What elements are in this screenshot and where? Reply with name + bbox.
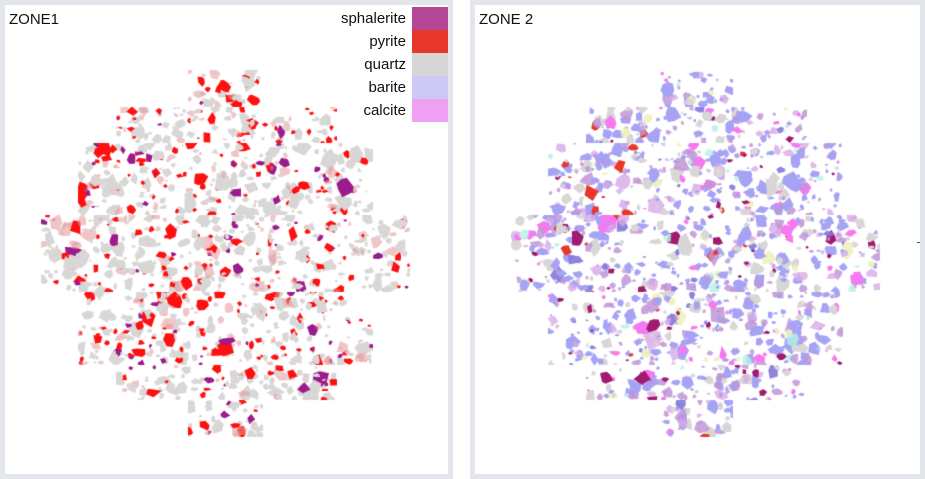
resize-handle-mark — [917, 242, 920, 243]
legend-item-quartz[interactable]: quartz — [341, 53, 448, 76]
legend-label: pyrite — [369, 33, 406, 50]
zone2-particle-map[interactable] — [475, 5, 920, 474]
legend-item-barite[interactable]: barite — [341, 76, 448, 99]
legend-item-sphalerite[interactable]: sphalerite — [341, 7, 448, 30]
zone1-particle-map[interactable] — [5, 5, 448, 474]
sphalerite-swatch — [412, 7, 448, 30]
calcite-swatch — [412, 99, 448, 122]
barite-swatch — [412, 76, 448, 99]
legend-label: barite — [368, 79, 406, 96]
zone1-panel: ZONE1 sphalerite pyrite quartz barite ca… — [0, 0, 453, 479]
legend-item-pyrite[interactable]: pyrite — [341, 30, 448, 53]
legend-item-calcite[interactable]: calcite — [341, 99, 448, 122]
quartz-swatch — [412, 53, 448, 76]
mineral-legend: sphalerite pyrite quartz barite calcite — [341, 7, 448, 122]
legend-label: quartz — [364, 56, 406, 73]
zone2-panel: ZONE 2 — [470, 0, 925, 479]
legend-label: sphalerite — [340, 10, 406, 27]
legend-label: calcite — [363, 102, 406, 119]
pyrite-swatch — [412, 30, 448, 53]
